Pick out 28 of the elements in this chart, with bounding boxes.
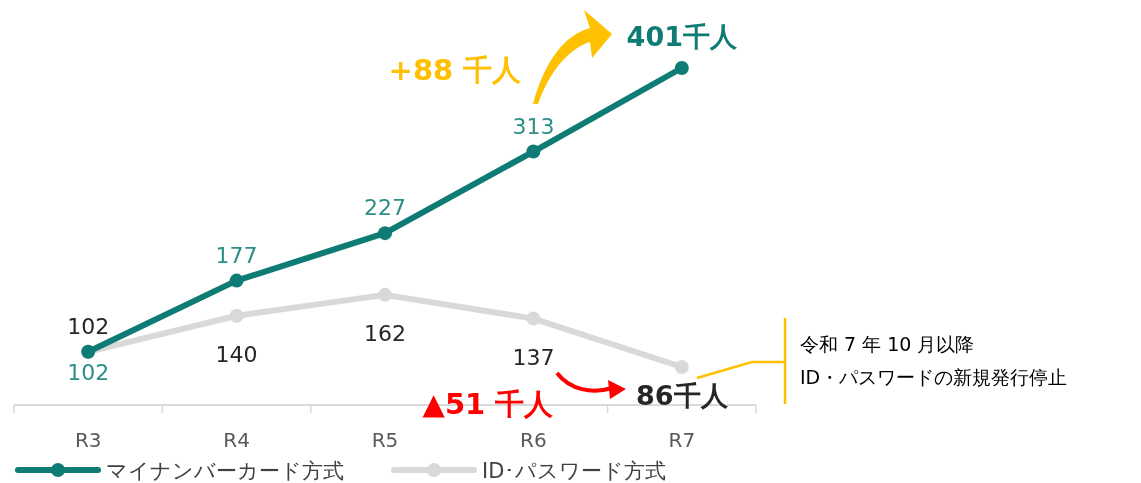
point [674, 360, 689, 374]
data-label: 102 [67, 313, 110, 339]
data-label: 86千人 [636, 380, 729, 411]
x-tick-label: R5 [371, 428, 399, 452]
legend-label: ID･パスワード方式 [482, 459, 667, 483]
point [229, 273, 244, 288]
x-tick-label: R3 [74, 428, 102, 452]
point [378, 287, 392, 302]
x-tick-label: R4 [223, 428, 250, 452]
data-label: 140 [215, 341, 258, 367]
data-label: 313 [512, 113, 555, 139]
text: ▲51 千人 [422, 387, 555, 421]
data-label: 137 [512, 344, 555, 370]
legend-label: マイナンバーカード方式 [106, 459, 344, 483]
annotation: +88 千人 [388, 53, 523, 87]
x-tick-label: R6 [520, 428, 547, 452]
x-tick-label: R7 [668, 428, 696, 452]
point [378, 226, 392, 241]
point [526, 144, 541, 159]
data-label: 227 [364, 195, 406, 221]
text: 令和 7 年 10 月以降 ID・パスワードの新規発行停止 [800, 333, 1068, 388]
point [229, 308, 244, 323]
point [526, 311, 541, 326]
data-label: 401千人 [626, 21, 738, 52]
point [674, 61, 689, 75]
data-label: 177 [215, 242, 258, 268]
data-label: 162 [364, 320, 406, 346]
data-label: 102 [67, 359, 110, 385]
